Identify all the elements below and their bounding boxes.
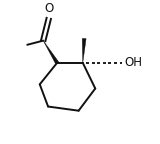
Text: O: O: [45, 2, 54, 15]
Text: OH: OH: [124, 56, 142, 69]
Polygon shape: [43, 41, 59, 64]
Polygon shape: [82, 38, 86, 63]
